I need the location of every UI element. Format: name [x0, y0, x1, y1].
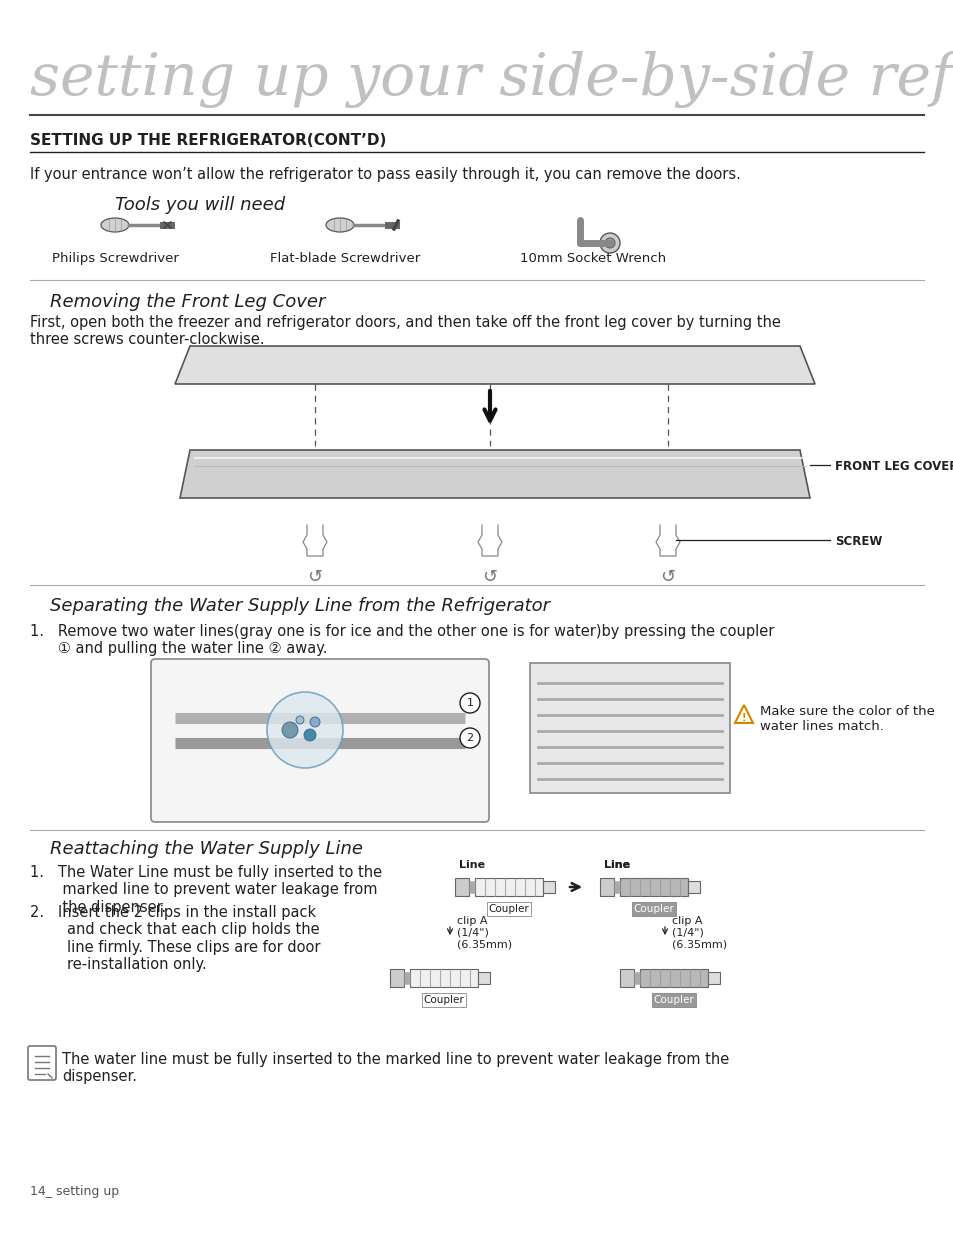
Text: The water line must be fully inserted to the marked line to prevent water leakag: The water line must be fully inserted to… [62, 1052, 728, 1084]
Text: If your entrance won’t allow the refrigerator to pass easily through it, you can: If your entrance won’t allow the refrige… [30, 167, 740, 182]
Text: SCREW: SCREW [834, 535, 882, 548]
Text: Separating the Water Supply Line from the Refrigerator: Separating the Water Supply Line from th… [50, 597, 550, 615]
Ellipse shape [101, 219, 129, 232]
Circle shape [282, 722, 297, 739]
Text: 1: 1 [466, 698, 473, 708]
Text: Philips Screwdriver: Philips Screwdriver [51, 252, 178, 266]
Circle shape [310, 718, 319, 727]
Circle shape [295, 716, 304, 724]
Text: Reattaching the Water Supply Line: Reattaching the Water Supply Line [50, 840, 363, 858]
Circle shape [459, 727, 479, 748]
Circle shape [459, 693, 479, 713]
Ellipse shape [326, 219, 354, 232]
Polygon shape [734, 705, 752, 722]
Text: 10mm Socket Wrench: 10mm Socket Wrench [519, 252, 665, 266]
FancyBboxPatch shape [619, 969, 634, 987]
FancyBboxPatch shape [410, 969, 477, 987]
Circle shape [599, 233, 619, 253]
Text: !: ! [741, 713, 745, 722]
FancyBboxPatch shape [599, 878, 614, 897]
Text: 1.   Remove two water lines(gray one is for ice and the other one is for water)b: 1. Remove two water lines(gray one is fo… [30, 624, 774, 638]
Text: clip A
(1/4")
(6.35mm): clip A (1/4") (6.35mm) [456, 916, 512, 950]
Text: FRONT LEG COVER: FRONT LEG COVER [834, 459, 953, 473]
FancyBboxPatch shape [475, 878, 542, 897]
Text: 1.   The Water Line must be fully inserted to the
       marked line to prevent : 1. The Water Line must be fully inserted… [30, 864, 382, 915]
Text: 2.   Insert the 2 clips in the install pack
        and check that each clip hol: 2. Insert the 2 clips in the install pac… [30, 905, 320, 972]
FancyBboxPatch shape [455, 878, 469, 897]
Text: ↺: ↺ [307, 568, 322, 585]
Circle shape [267, 692, 343, 768]
FancyBboxPatch shape [390, 969, 403, 987]
Polygon shape [180, 450, 809, 498]
Text: ① and pulling the water line ② away.: ① and pulling the water line ② away. [30, 641, 327, 656]
Polygon shape [174, 346, 814, 384]
Text: Coupler: Coupler [488, 904, 529, 914]
FancyBboxPatch shape [639, 969, 707, 987]
Text: setting up your side-by-side refrigerator: setting up your side-by-side refrigerato… [30, 51, 953, 107]
Text: Removing the Front Leg Cover: Removing the Front Leg Cover [50, 293, 325, 311]
FancyBboxPatch shape [28, 1046, 56, 1079]
Text: Tools you will need: Tools you will need [115, 196, 285, 214]
Text: Coupler: Coupler [653, 995, 694, 1005]
Text: Line: Line [603, 860, 630, 869]
Text: Coupler: Coupler [423, 995, 464, 1005]
Text: ↺: ↺ [482, 568, 497, 585]
Circle shape [604, 238, 615, 248]
FancyBboxPatch shape [707, 972, 720, 984]
FancyBboxPatch shape [477, 972, 490, 984]
Circle shape [304, 729, 315, 741]
FancyBboxPatch shape [151, 659, 489, 823]
Text: First, open both the freezer and refrigerator doors, and then take off the front: First, open both the freezer and refrige… [30, 315, 781, 347]
FancyBboxPatch shape [530, 663, 729, 793]
FancyBboxPatch shape [619, 878, 687, 897]
Text: SETTING UP THE REFRIGERATOR(CONT’D): SETTING UP THE REFRIGERATOR(CONT’D) [30, 133, 386, 148]
Text: 14_ setting up: 14_ setting up [30, 1186, 119, 1198]
Text: Line: Line [603, 860, 630, 869]
Text: Line: Line [458, 860, 485, 869]
Text: Make sure the color of the
water lines match.: Make sure the color of the water lines m… [760, 705, 934, 734]
Text: 2: 2 [466, 734, 473, 743]
Text: clip A
(1/4")
(6.35mm): clip A (1/4") (6.35mm) [671, 916, 726, 950]
Text: Flat-blade Screwdriver: Flat-blade Screwdriver [270, 252, 419, 266]
FancyBboxPatch shape [542, 881, 555, 893]
Text: ↺: ↺ [659, 568, 675, 585]
Text: Coupler: Coupler [633, 904, 674, 914]
FancyBboxPatch shape [687, 881, 700, 893]
